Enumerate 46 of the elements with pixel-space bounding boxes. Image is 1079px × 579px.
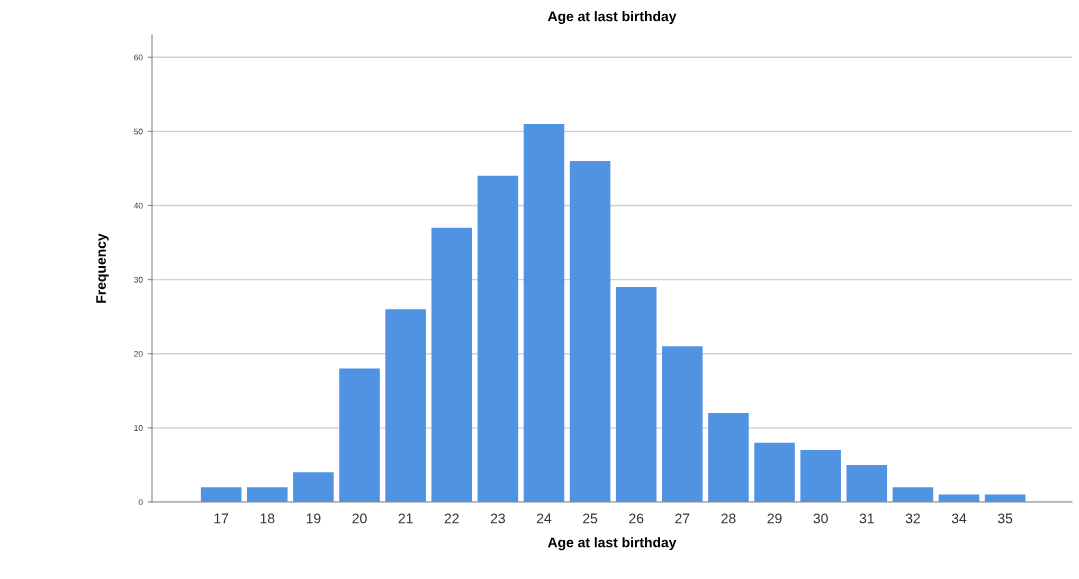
x-tick-label: 26 bbox=[629, 513, 644, 524]
x-tick-label: 17 bbox=[214, 513, 229, 524]
x-tick-label: 31 bbox=[859, 513, 874, 524]
bar bbox=[938, 494, 980, 502]
bar bbox=[846, 464, 888, 502]
bar bbox=[615, 287, 657, 502]
bar bbox=[800, 450, 841, 502]
x-tick-label: 29 bbox=[767, 513, 782, 524]
y-tick-label: 50 bbox=[134, 128, 143, 135]
x-tick-label: 23 bbox=[490, 513, 505, 524]
x-tick-label: 35 bbox=[997, 513, 1013, 524]
y-tick-label: 20 bbox=[134, 350, 143, 357]
bar bbox=[662, 346, 703, 502]
bar bbox=[247, 487, 288, 502]
x-axis-title: Age at last birthday bbox=[547, 537, 677, 551]
bar bbox=[754, 442, 795, 502]
x-tick-label: 24 bbox=[536, 513, 552, 524]
bar bbox=[892, 487, 934, 502]
bar bbox=[431, 227, 473, 502]
bar bbox=[200, 487, 242, 502]
y-axis-title: Frequency bbox=[96, 233, 109, 303]
bar bbox=[708, 413, 749, 502]
y-tick-label: 30 bbox=[134, 276, 143, 283]
x-tick-label: 25 bbox=[583, 513, 598, 524]
y-tick-label: 10 bbox=[134, 425, 143, 431]
x-tick-label: 19 bbox=[306, 513, 321, 524]
x-tick-label: 30 bbox=[813, 513, 828, 524]
x-tick-label: 18 bbox=[260, 513, 275, 524]
bar bbox=[339, 368, 380, 502]
bar bbox=[385, 309, 426, 502]
bar bbox=[477, 175, 519, 502]
y-tick-label: 0 bbox=[138, 499, 143, 506]
y-tick-label: 60 bbox=[134, 54, 143, 61]
x-tick-label: 28 bbox=[721, 513, 736, 524]
y-tick-label: 40 bbox=[133, 202, 143, 209]
x-tick-label: 22 bbox=[444, 513, 459, 524]
bar bbox=[523, 123, 565, 502]
chart-title: Age at last birthday bbox=[547, 11, 677, 25]
bar bbox=[293, 472, 334, 502]
bar bbox=[984, 494, 1026, 502]
x-tick-label: 20 bbox=[352, 513, 367, 524]
x-tick-label: 32 bbox=[905, 513, 920, 524]
bar bbox=[569, 161, 611, 502]
x-tick-label: 21 bbox=[398, 513, 413, 524]
x-tick-label: 34 bbox=[951, 513, 967, 524]
x-tick-label: 27 bbox=[675, 513, 690, 524]
